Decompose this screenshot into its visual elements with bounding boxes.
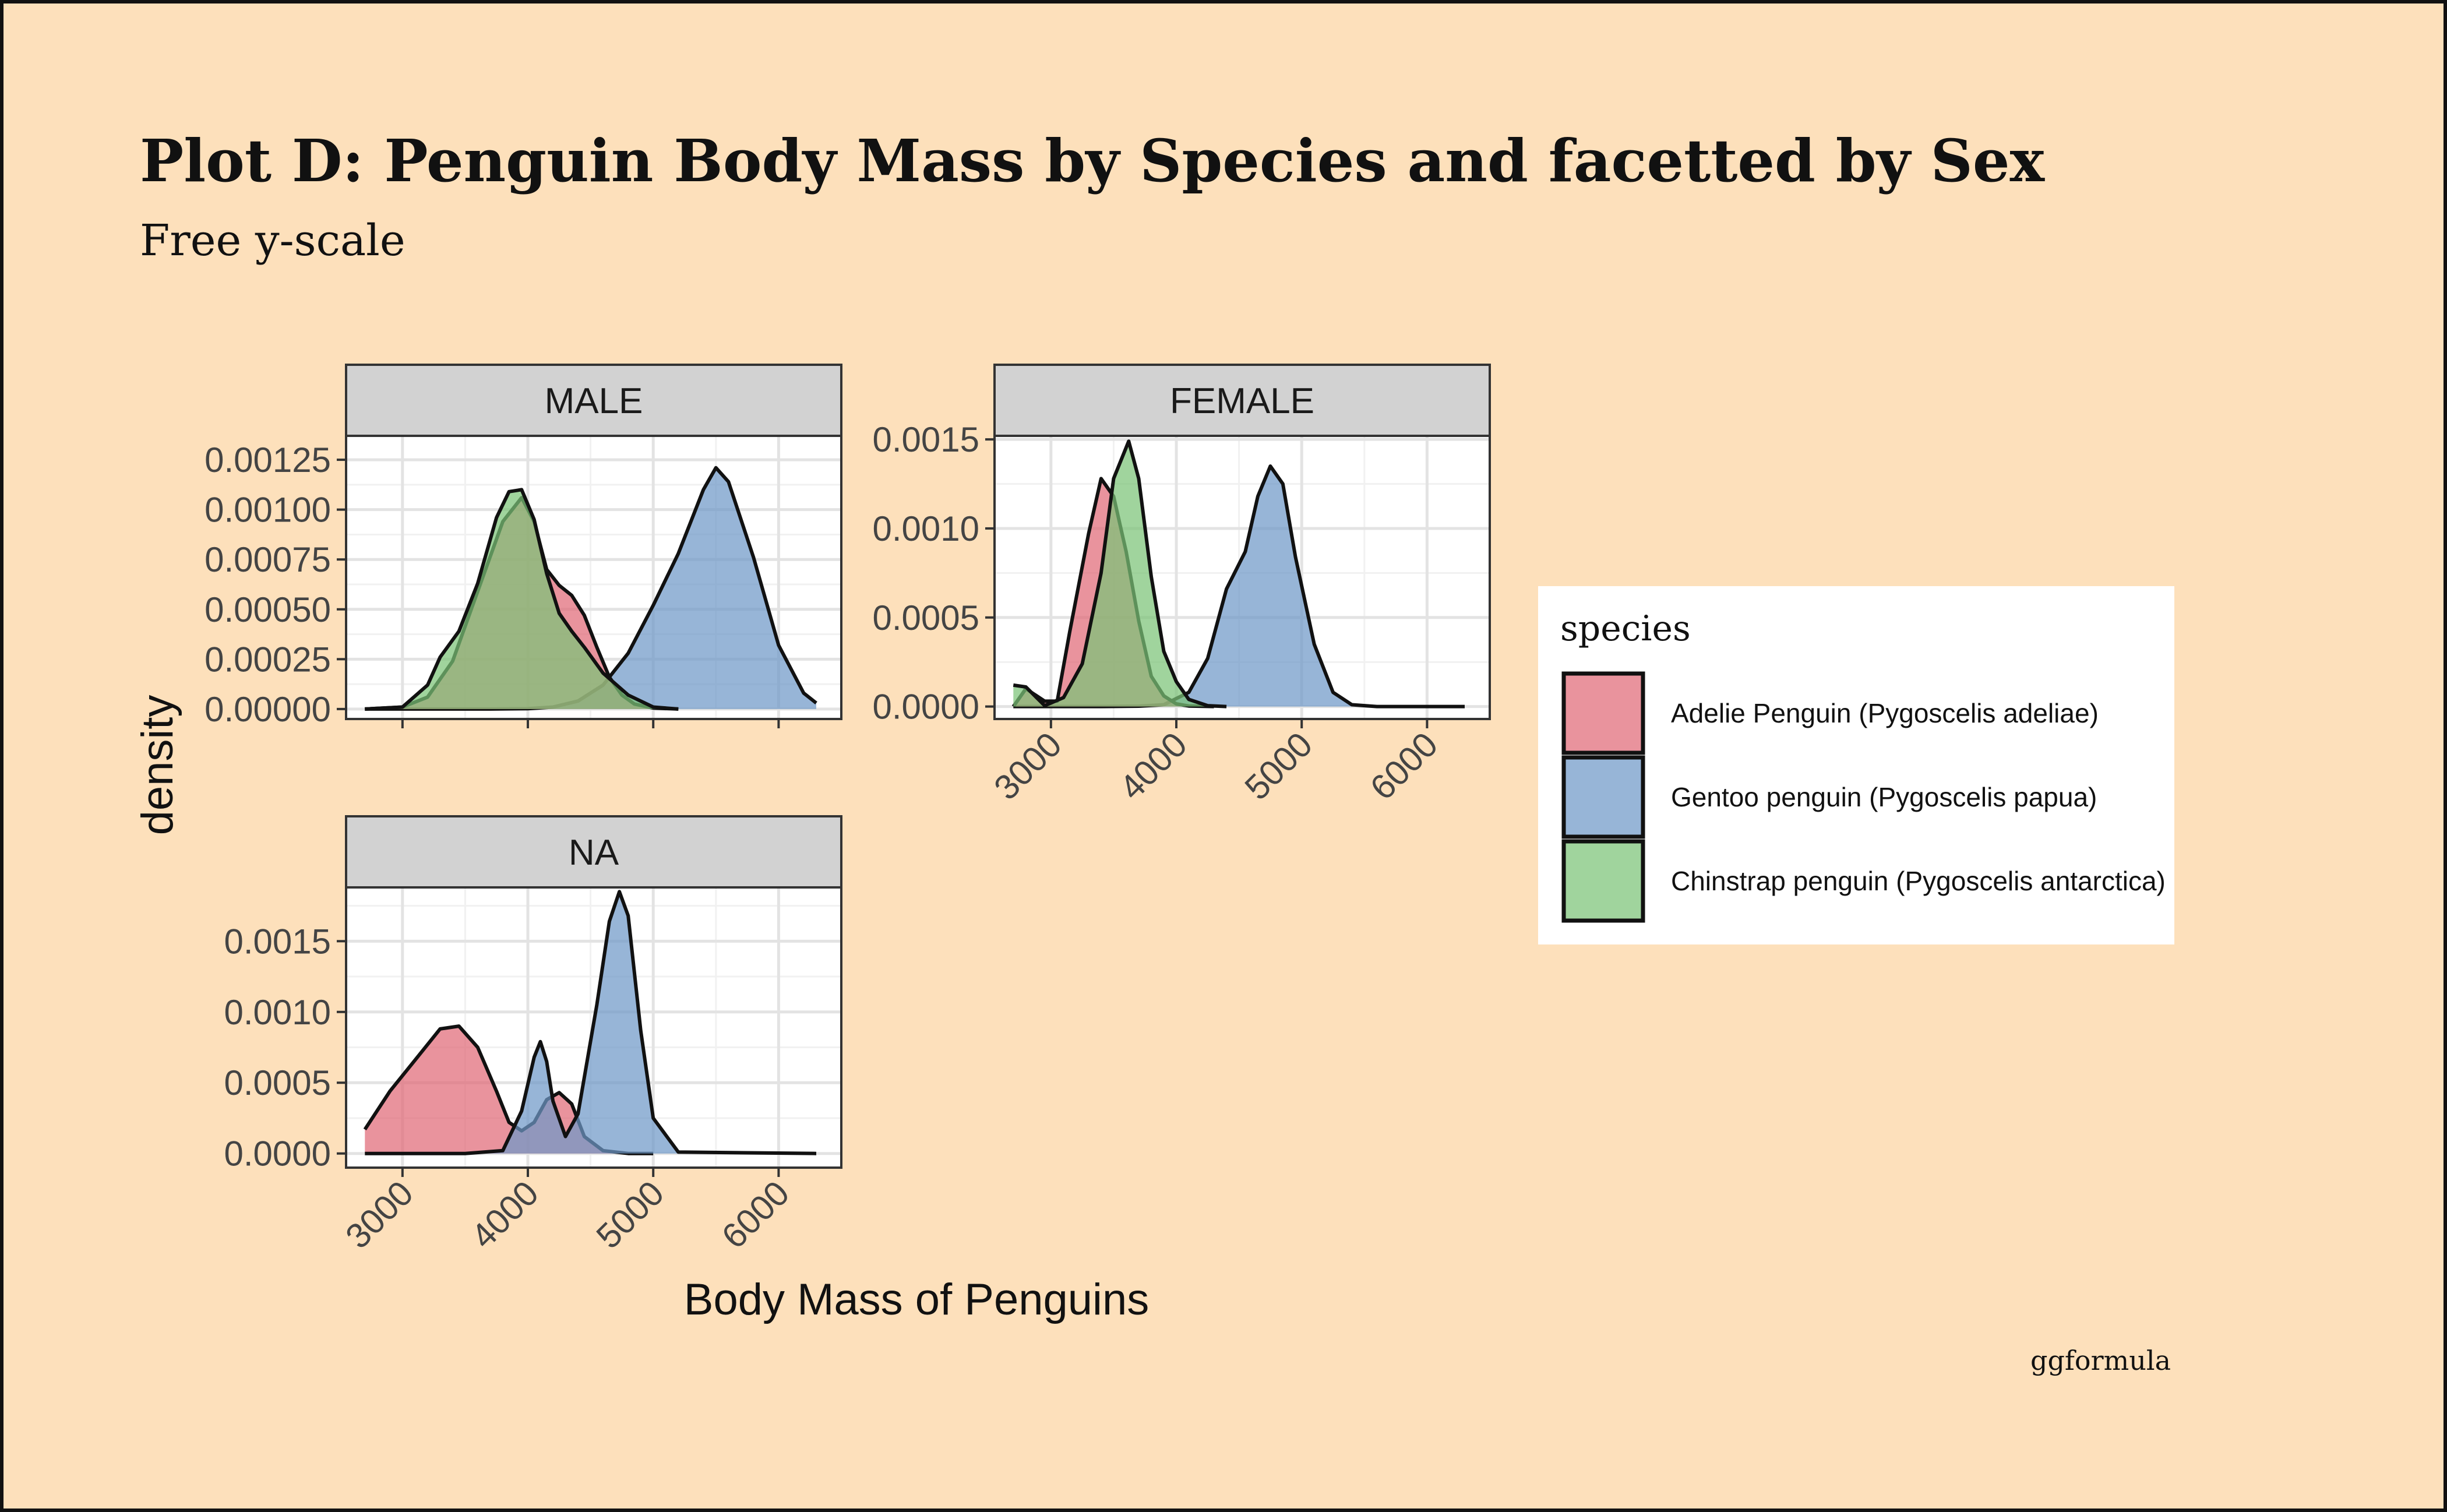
legend-item-gentoo-label: Gentoo penguin (Pygoscelis papua) — [1671, 782, 2097, 812]
y-axis-title: density — [133, 695, 182, 836]
panel-male-y-tick-label: 0.00000 — [204, 690, 331, 729]
panel-female-x-tick-label: 4000 — [1112, 725, 1194, 808]
panel-male-border — [345, 435, 842, 720]
panel-na-density-area-gentoo — [365, 891, 816, 1154]
chart-caption: ggformula — [2030, 1345, 2171, 1376]
panel-male-density-line-chinstrap — [365, 488, 679, 711]
panel-na-x-tick-label: 5000 — [589, 1173, 672, 1256]
panel-na-border — [345, 886, 842, 1169]
legend-entries: Adelie Penguin (Pygoscelis adeliae) Gento… — [1561, 671, 2166, 923]
x-axis-title: Body Mass of Penguins — [684, 1275, 1149, 1324]
legend-item-chinstrap-label: Chinstrap penguin (Pygoscelis antarctica… — [1671, 866, 2166, 896]
facet-panels: MALE 0.00000 0.00025 0.00050 0.00075 0.00100 0… — [204, 364, 1491, 1256]
panel-female-x-tick-label: 3000 — [986, 725, 1069, 808]
panel-male-y-tick-label: 0.00025 — [204, 640, 331, 679]
panel-female-density-area-gentoo — [1013, 466, 1465, 707]
panel-na-x-tick-label: 3000 — [338, 1173, 421, 1256]
panel-female-y-tick-label: 0.0005 — [872, 598, 979, 637]
panel-male: MALE 0.00000 0.00025 0.00050 0.00075 0.00100 0… — [204, 364, 842, 729]
legend: species Adelie Penguin (Pygoscelis adeli… — [1538, 586, 2174, 944]
panel-female-x-tick-label: 6000 — [1363, 725, 1445, 808]
panel-na-y-tick-label: 0.0015 — [224, 922, 331, 961]
panel-female-y-tick-label: 0.0015 — [872, 420, 979, 459]
panel-male-y-tick-label: 0.00125 — [204, 440, 331, 480]
legend-item-chinstrap-key — [1561, 839, 1645, 923]
chart-subtitle: Free y-scale — [140, 216, 406, 266]
panel-na-y-tick-label: 0.0010 — [224, 993, 331, 1032]
panel-male-strip — [345, 364, 842, 437]
panel-female-border — [993, 435, 1491, 720]
panel-male-y-tick-label: 0.00100 — [204, 491, 331, 530]
panel-female-density-line-chinstrap — [1013, 439, 1227, 709]
chart-title: Plot D: Penguin Body Mass by Species and… — [140, 126, 2045, 195]
panel-na-x-tick-label: 4000 — [463, 1173, 546, 1256]
panel-female: FEMALE 0.0000 0.0005 0.0010 0.0015 3000 4000 50… — [872, 364, 1491, 808]
panel-na: NA 0.0000 0.0005 0.0010 0.0015 3000 4000 5000 60… — [224, 815, 842, 1256]
panel-male-y-tick-label: 0.00075 — [204, 540, 331, 579]
panel-female-x-tick-label: 5000 — [1237, 725, 1320, 808]
panel-na-x-tick-label: 6000 — [714, 1173, 797, 1256]
panel-female-y-tick-label: 0.0000 — [872, 688, 979, 727]
panel-na-y-tick-label: 0.0005 — [224, 1063, 331, 1102]
panel-na-density-area-adelie — [365, 1026, 654, 1154]
panel-female-strip-label: FEMALE — [1170, 381, 1314, 421]
panel-na-y-tick-label: 0.0000 — [224, 1134, 331, 1173]
legend-item-gentoo-key — [1561, 755, 1645, 839]
legend-title: species — [1560, 608, 1691, 649]
panel-na-strip — [345, 815, 842, 889]
legend-item-adelie-key — [1561, 671, 1645, 755]
panel-male-strip-label: MALE — [545, 381, 643, 421]
panel-female-y-tick-label: 0.0010 — [872, 509, 979, 548]
panel-male-density-area-gentoo — [365, 467, 816, 709]
chart: Plot D: Penguin Body Mass by Species and… — [133, 126, 2174, 1376]
panel-na-strip-label: NA — [569, 833, 619, 873]
panel-male-y-tick-label: 0.00050 — [204, 590, 331, 629]
panel-female-density-area-chinstrap — [1013, 441, 1227, 707]
panel-na-density-line-gentoo — [365, 890, 817, 1155]
legend-item-adelie-label: Adelie Penguin (Pygoscelis adeliae) — [1671, 698, 2099, 728]
